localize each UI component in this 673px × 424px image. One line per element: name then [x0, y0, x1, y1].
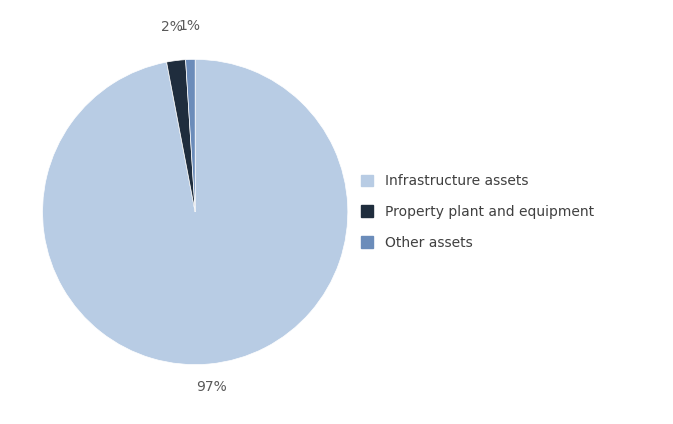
Text: 2%: 2%: [161, 20, 183, 34]
Wedge shape: [167, 60, 195, 212]
Text: 1%: 1%: [178, 19, 201, 33]
Text: 97%: 97%: [197, 380, 227, 394]
Legend: Infrastructure assets, Property plant and equipment, Other assets: Infrastructure assets, Property plant an…: [355, 169, 599, 255]
Wedge shape: [186, 59, 195, 212]
Wedge shape: [42, 59, 348, 365]
